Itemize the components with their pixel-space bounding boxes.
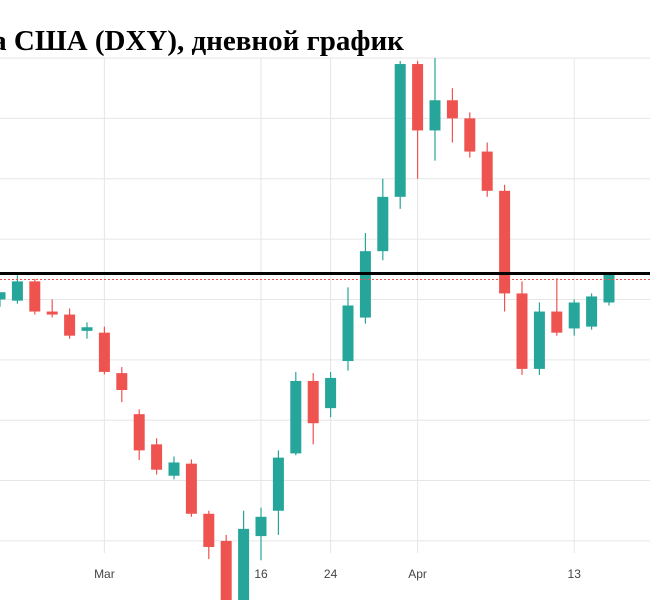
reference-lines (0, 272, 650, 281)
candle (98, 326, 110, 375)
candle (551, 278, 563, 336)
candle-body-down (446, 100, 458, 119)
candle-body-up (325, 377, 337, 409)
candle-body-up (168, 462, 180, 476)
candle-body-down (46, 311, 58, 315)
x-tick-label: 13 (568, 567, 582, 581)
candle (290, 371, 302, 456)
chart-title: ра США (DXY), дневной график (0, 25, 404, 57)
candle-body-down (412, 64, 424, 131)
candle-body-up (359, 251, 371, 318)
candle-body-down (133, 414, 145, 451)
x-tick-label: 24 (324, 567, 338, 581)
candle-body-down (29, 281, 41, 312)
candle (272, 450, 284, 535)
candle-body-down (551, 311, 563, 333)
candle-body-up (603, 272, 615, 303)
candle-body-up (255, 516, 267, 537)
candle (499, 184, 511, 312)
candle-body-up (377, 196, 389, 252)
candle (0, 292, 6, 307)
x-axis-ticks: Mar 16 24 Apr 13 (94, 567, 581, 581)
candle-body-up (81, 327, 93, 331)
candle (151, 438, 163, 475)
candle (203, 510, 215, 560)
candle-body-up (394, 64, 406, 197)
candle (603, 272, 615, 306)
candle-body-up (0, 292, 6, 300)
candle (64, 308, 76, 339)
candle-body-down (516, 293, 528, 369)
x-tick-label: 16 (254, 567, 268, 581)
x-tick-label: Apr (408, 567, 427, 581)
candle-body-up (238, 528, 250, 600)
candle (238, 510, 250, 600)
candle (168, 456, 180, 480)
candle-body-down (499, 190, 511, 294)
candle (394, 61, 406, 209)
candle-body-down (481, 151, 493, 191)
candle (412, 61, 424, 179)
candle-body-up (290, 380, 302, 454)
candle-body-down (64, 314, 76, 336)
candle (516, 281, 528, 375)
candle-body-down (203, 513, 215, 547)
candle (586, 293, 598, 330)
candle (359, 233, 371, 324)
x-tick-label: Mar (94, 567, 115, 581)
candle-body-down (307, 380, 319, 424)
candle (307, 373, 319, 445)
candle-body-down (151, 444, 163, 470)
candle-body-down (185, 463, 197, 514)
candle (464, 112, 476, 158)
candle (481, 142, 493, 197)
candle (342, 287, 354, 371)
candle-body-down (98, 332, 110, 372)
candle (116, 367, 128, 403)
candle-body-down (116, 373, 128, 391)
candle-body-down (220, 540, 232, 600)
candle-layer (0, 58, 615, 600)
candle (46, 299, 58, 318)
candle (185, 459, 197, 517)
candle (568, 299, 580, 336)
candle-body-up (568, 302, 580, 329)
candle (255, 507, 267, 561)
candle-body-up (586, 296, 598, 327)
candle (29, 278, 41, 315)
candle (81, 322, 93, 339)
candle (11, 275, 23, 304)
grid-layer (0, 57, 650, 553)
candle (446, 88, 458, 143)
candle (325, 371, 337, 418)
candle (377, 178, 389, 261)
candle-body-up (11, 281, 23, 301)
candle (429, 58, 441, 161)
candle (533, 302, 545, 375)
candle-body-up (533, 311, 545, 369)
candle (220, 534, 232, 600)
candle (133, 409, 145, 461)
candle-body-up (272, 457, 284, 511)
candle-body-up (429, 100, 441, 131)
candle-body-down (464, 118, 476, 152)
candle-body-up (342, 305, 354, 362)
